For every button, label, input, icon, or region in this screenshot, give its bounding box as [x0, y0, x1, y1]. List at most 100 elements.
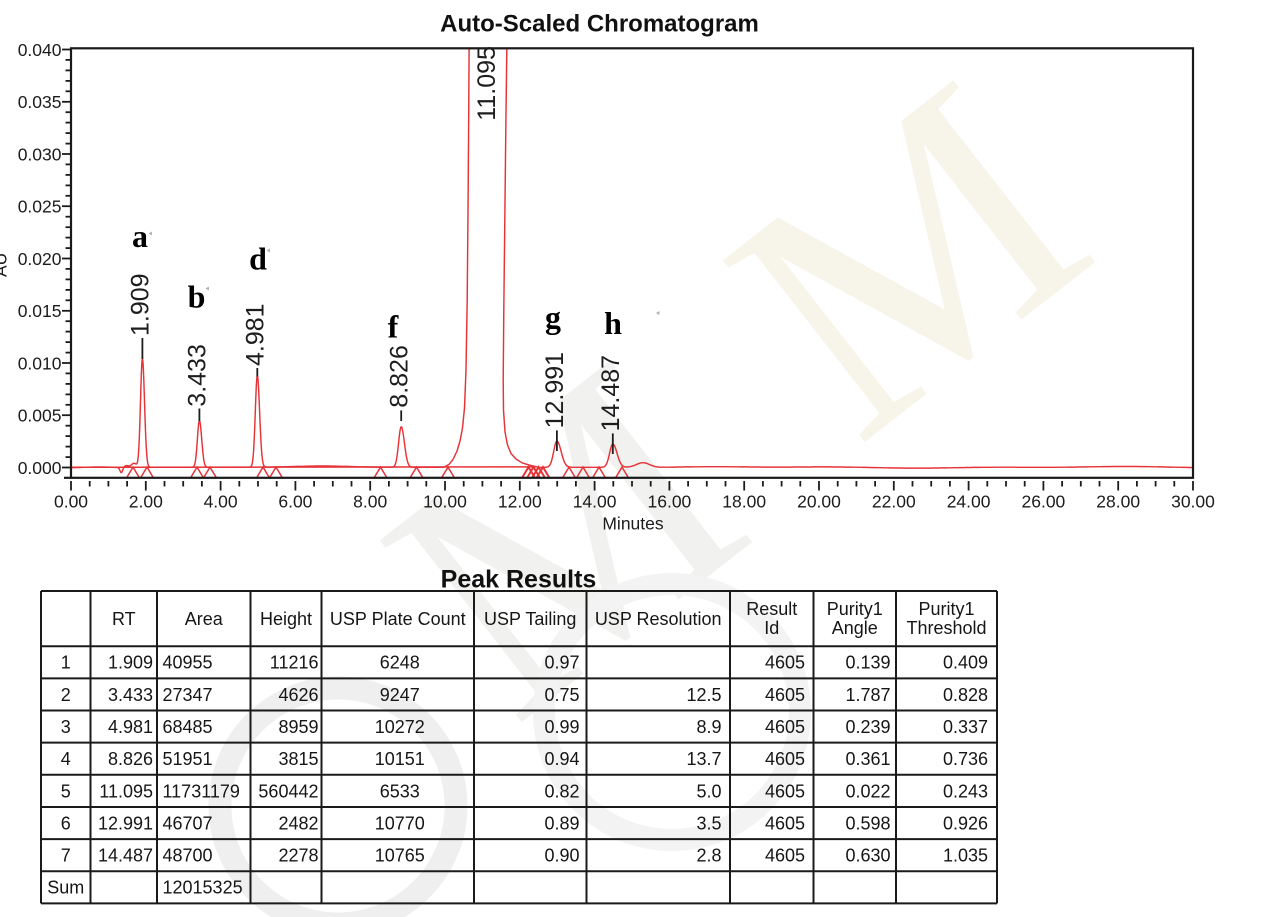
- svg-text:0.828: 0.828: [943, 685, 988, 705]
- svg-text:4626: 4626: [278, 685, 318, 705]
- svg-text:3: 3: [61, 717, 71, 737]
- svg-text:4605: 4605: [765, 749, 805, 769]
- svg-text:5.0: 5.0: [696, 781, 721, 801]
- svg-text:USP Resolution: USP Resolution: [595, 609, 722, 629]
- svg-text:0.022: 0.022: [845, 781, 890, 801]
- svg-text:48700: 48700: [163, 846, 213, 866]
- svg-text:7: 7: [61, 846, 71, 866]
- svg-text:AU: AU: [0, 253, 11, 277]
- svg-text:1.787: 1.787: [845, 685, 890, 705]
- svg-text:11731179: 11731179: [163, 781, 240, 801]
- svg-text:10770: 10770: [375, 813, 425, 833]
- svg-text:12.991: 12.991: [98, 813, 153, 833]
- svg-text:2482: 2482: [278, 813, 318, 833]
- svg-text:22.00: 22.00: [872, 491, 916, 511]
- svg-text:3.5: 3.5: [696, 813, 721, 833]
- svg-text:0.015: 0.015: [18, 301, 62, 321]
- svg-text:0.005: 0.005: [18, 406, 62, 426]
- svg-text:0.409: 0.409: [943, 653, 988, 673]
- svg-text:USP Plate Count: USP Plate Count: [330, 609, 466, 629]
- svg-text:3.433: 3.433: [184, 344, 212, 407]
- svg-text:1.909: 1.909: [127, 273, 155, 336]
- svg-text:68485: 68485: [163, 717, 213, 737]
- svg-text:RT: RT: [112, 609, 136, 629]
- svg-text:4.981: 4.981: [242, 303, 270, 366]
- svg-text:14.487: 14.487: [98, 846, 153, 866]
- svg-text:10.00: 10.00: [423, 491, 467, 511]
- svg-text:4605: 4605: [765, 846, 805, 866]
- svg-text:4: 4: [61, 749, 71, 769]
- svg-text:0.75: 0.75: [544, 685, 579, 705]
- svg-text:4605: 4605: [765, 781, 805, 801]
- svg-text:30.00: 30.00: [1171, 491, 1215, 511]
- svg-text:6248: 6248: [380, 653, 420, 673]
- svg-text:h: h: [604, 305, 622, 341]
- svg-text:4605: 4605: [765, 813, 805, 833]
- svg-text:26.00: 26.00: [1022, 491, 1066, 511]
- svg-text:1.909: 1.909: [108, 653, 153, 673]
- svg-text:0.00: 0.00: [54, 491, 88, 511]
- svg-text:0.040: 0.040: [18, 40, 62, 60]
- svg-text:2.8: 2.8: [696, 846, 721, 866]
- svg-text:f: f: [388, 309, 399, 345]
- svg-text:4.00: 4.00: [204, 491, 238, 511]
- svg-text:0.89: 0.89: [544, 813, 579, 833]
- svg-text:b: b: [188, 279, 206, 315]
- svg-text:Angle: Angle: [832, 618, 878, 638]
- svg-text:0.90: 0.90: [544, 846, 579, 866]
- svg-text:Purity1: Purity1: [827, 599, 883, 619]
- svg-text:Result: Result: [746, 599, 797, 619]
- svg-text:6.00: 6.00: [278, 491, 312, 511]
- svg-text:Area: Area: [185, 609, 224, 629]
- svg-text:28.00: 28.00: [1096, 491, 1140, 511]
- svg-text:4605: 4605: [765, 685, 805, 705]
- svg-text:40955: 40955: [163, 653, 213, 673]
- svg-text:5: 5: [61, 781, 71, 801]
- svg-text:0.243: 0.243: [943, 781, 988, 801]
- svg-text:27347: 27347: [163, 685, 213, 705]
- svg-text:46707: 46707: [163, 813, 213, 833]
- svg-text:18.00: 18.00: [722, 491, 766, 511]
- svg-text:Threshold: Threshold: [906, 618, 986, 638]
- svg-text:8.826: 8.826: [108, 749, 153, 769]
- svg-text:4605: 4605: [765, 653, 805, 673]
- svg-text:51951: 51951: [163, 749, 213, 769]
- svg-text:3815: 3815: [278, 749, 318, 769]
- svg-text:0.139: 0.139: [845, 653, 890, 673]
- svg-text:0.000: 0.000: [18, 458, 62, 478]
- svg-text:16.00: 16.00: [648, 491, 692, 511]
- svg-text:12.5: 12.5: [686, 685, 721, 705]
- svg-text:a: a: [132, 218, 148, 254]
- svg-text:Minutes: Minutes: [602, 514, 664, 534]
- svg-text:Peak Results: Peak Results: [441, 566, 597, 594]
- svg-text:g: g: [545, 299, 561, 335]
- svg-text:11.095: 11.095: [473, 46, 501, 121]
- svg-text:8.00: 8.00: [353, 491, 387, 511]
- svg-text:Height: Height: [260, 609, 312, 629]
- svg-text:12.00: 12.00: [498, 491, 542, 511]
- svg-text:d: d: [249, 241, 267, 277]
- svg-text:8959: 8959: [278, 717, 318, 737]
- svg-text:0.926: 0.926: [943, 813, 988, 833]
- svg-text:0.030: 0.030: [18, 144, 62, 164]
- svg-text:10272: 10272: [375, 717, 425, 737]
- svg-text:1: 1: [61, 653, 71, 673]
- svg-text:560442: 560442: [258, 781, 318, 801]
- svg-text:USP Tailing: USP Tailing: [484, 609, 576, 629]
- svg-text:11.095: 11.095: [99, 781, 153, 801]
- svg-text:Id: Id: [764, 618, 779, 638]
- svg-text:10765: 10765: [375, 846, 425, 866]
- svg-text:4.981: 4.981: [108, 717, 153, 737]
- svg-text:0.99: 0.99: [544, 717, 579, 737]
- svg-text:0.94: 0.94: [544, 749, 579, 769]
- svg-text:20.00: 20.00: [797, 491, 841, 511]
- svg-text:2.00: 2.00: [129, 491, 163, 511]
- svg-text:24.00: 24.00: [947, 491, 991, 511]
- svg-text:0.361: 0.361: [845, 749, 890, 769]
- svg-text:0.630: 0.630: [845, 846, 890, 866]
- svg-text:8.826: 8.826: [385, 345, 413, 408]
- svg-text:3.433: 3.433: [108, 685, 153, 705]
- svg-text:1.035: 1.035: [943, 846, 988, 866]
- svg-text:14.00: 14.00: [573, 491, 617, 511]
- svg-text:14.487: 14.487: [597, 355, 625, 431]
